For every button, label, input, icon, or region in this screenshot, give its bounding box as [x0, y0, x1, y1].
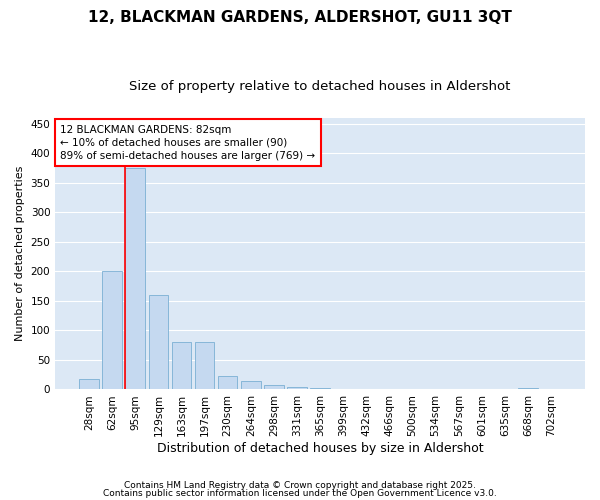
- Bar: [103, 270, 122, 390]
- Title: Size of property relative to detached houses in Aldershot: Size of property relative to detached ho…: [130, 80, 511, 93]
- Text: Contains HM Land Registry data © Crown copyright and database right 2025.: Contains HM Land Registry data © Crown c…: [124, 481, 476, 490]
- Bar: [149, 295, 168, 390]
- Text: 12, BLACKMAN GARDENS, ALDERSHOT, GU11 3QT: 12, BLACKMAN GARDENS, ALDERSHOT, GU11 3Q…: [88, 10, 512, 25]
- Text: Contains public sector information licensed under the Open Government Licence v3: Contains public sector information licen…: [103, 488, 497, 498]
- Bar: [125, 168, 145, 390]
- Bar: [264, 386, 284, 390]
- Bar: [79, 379, 99, 390]
- Bar: [310, 388, 330, 390]
- Bar: [241, 380, 260, 390]
- Bar: [218, 376, 238, 390]
- Bar: [518, 388, 538, 390]
- Bar: [334, 389, 353, 390]
- Bar: [172, 342, 191, 390]
- X-axis label: Distribution of detached houses by size in Aldershot: Distribution of detached houses by size …: [157, 442, 484, 455]
- Bar: [195, 342, 214, 390]
- Bar: [287, 386, 307, 390]
- Text: 12 BLACKMAN GARDENS: 82sqm
← 10% of detached houses are smaller (90)
89% of semi: 12 BLACKMAN GARDENS: 82sqm ← 10% of deta…: [61, 124, 316, 161]
- Y-axis label: Number of detached properties: Number of detached properties: [15, 166, 25, 342]
